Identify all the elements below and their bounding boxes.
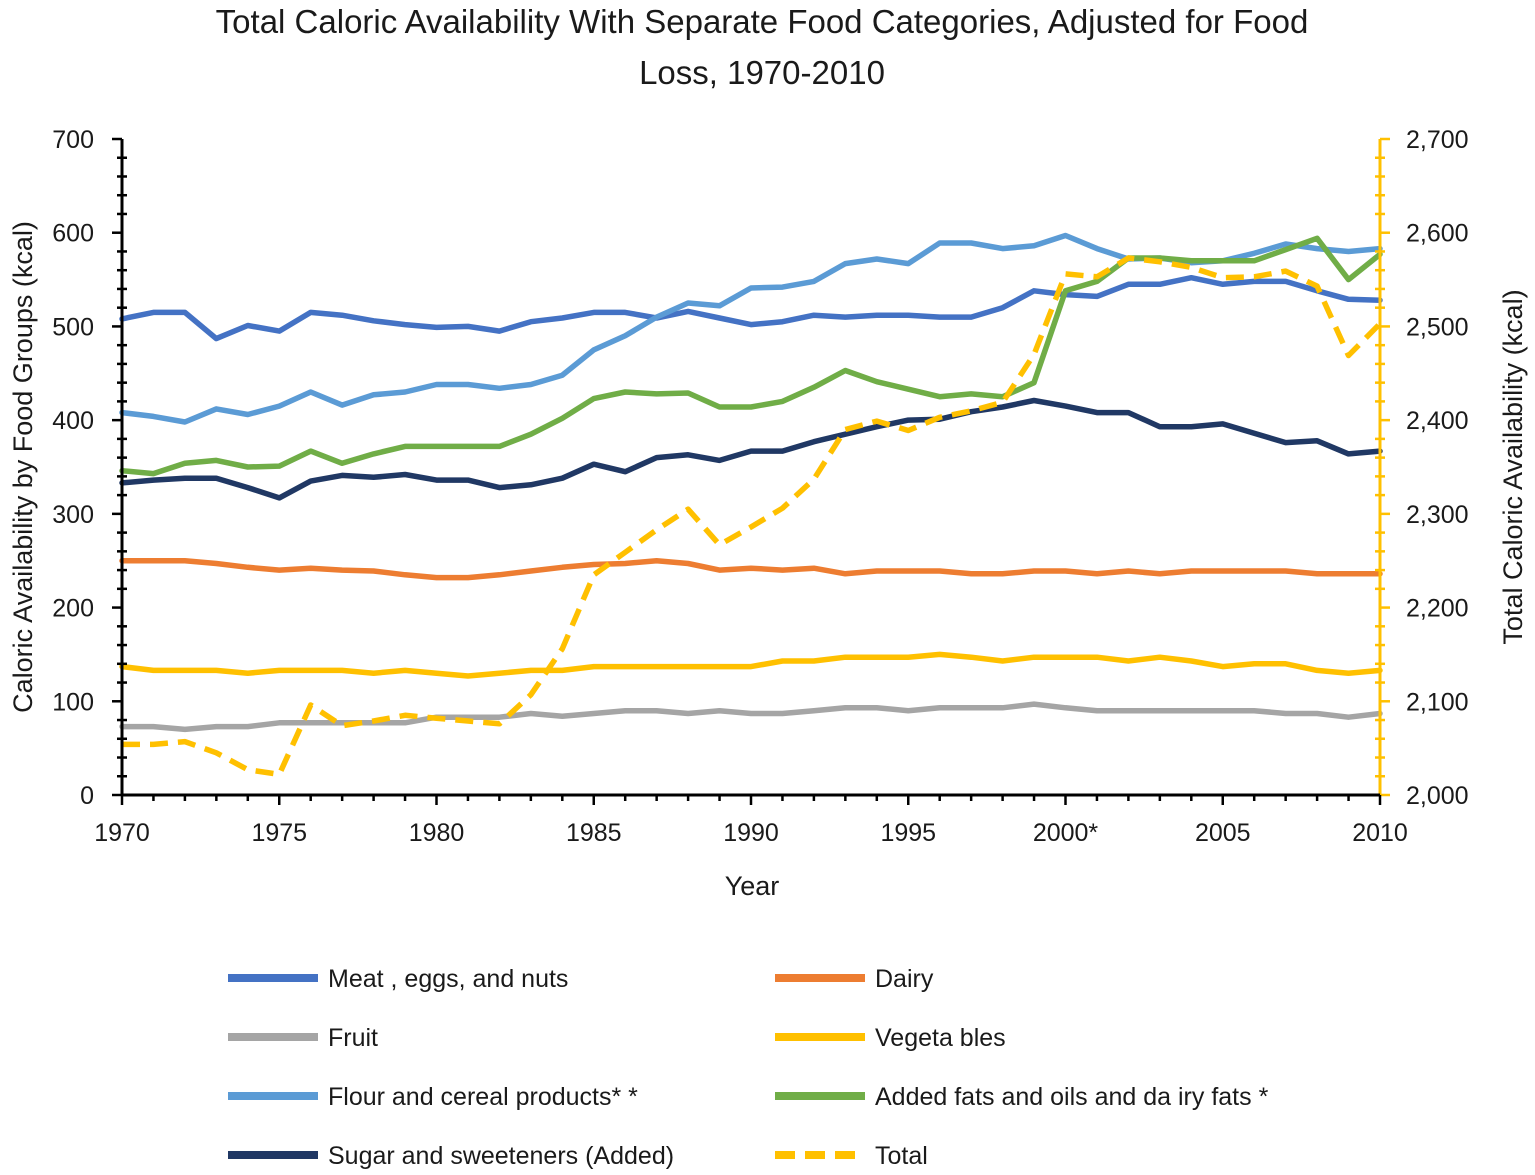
y-left-tick-label: 0 — [80, 782, 94, 810]
legend-label: Dairy — [875, 965, 934, 993]
y-left-tick-label: 100 — [52, 688, 94, 716]
axes-group: 0 100 200 300 400 500 600 700 2,000 2,100 2,200 2,3… — [52, 126, 1468, 847]
legend: Meat , eggs, and nuts Dairy Fruit Vegeta bl… — [228, 965, 1269, 1170]
chart-title-line-1: Total Caloric Availability With Separate… — [216, 3, 1309, 40]
legend-label: Meat , eggs, and nuts — [328, 965, 568, 993]
x-axis-label: Year — [725, 871, 780, 901]
series-line-meat-eggs-and-nuts — [119, 274, 1383, 342]
legend-label: Sugar and sweeteners (Added) — [328, 1142, 674, 1170]
x-tick-label: 2010 — [1352, 819, 1408, 847]
series-line-added-fats-and-oils-and-dairy-fats — [119, 235, 1383, 477]
series-line-sugar-and-sweeteners-added — [119, 397, 1383, 501]
y-right-tick-label: 2,700 — [1406, 126, 1469, 154]
y-left-tick-label: 400 — [52, 407, 94, 435]
y-left-tick-label: 600 — [52, 220, 94, 248]
y-left-tick-label: 300 — [52, 501, 94, 529]
x-tick-label: 2005 — [1195, 819, 1251, 847]
y-left-tick-label: 200 — [52, 595, 94, 623]
y-right-tick-label: 2,200 — [1406, 595, 1469, 623]
legend-label: Flour and cereal products* * — [328, 1083, 638, 1111]
legend-label: Fruit — [328, 1024, 378, 1052]
x-tick-label: 1990 — [723, 819, 779, 847]
series-line-fruit — [119, 701, 1383, 733]
x-tick-label: 1980 — [409, 819, 465, 847]
legend-label: Total — [875, 1142, 928, 1170]
y-right-axis-label: Total Caloric Availability (kcal) — [1498, 289, 1528, 644]
y-left-axis-label: Caloric Availability by Food Groups (kca… — [8, 221, 38, 713]
y-right-tick-label: 2,000 — [1406, 782, 1469, 810]
x-tick-label: 1995 — [880, 819, 936, 847]
x-tick-label: 1970 — [94, 819, 150, 847]
legend-label: Added fats and oils and da iry fats * — [875, 1083, 1269, 1111]
x-tick-label: 1985 — [566, 819, 622, 847]
y-right-tick-label: 2,300 — [1406, 501, 1469, 529]
y-left-tick-label: 500 — [52, 313, 94, 341]
x-tick-label: 1975 — [251, 819, 307, 847]
chart-title-line-2: Loss, 1970-2010 — [639, 54, 885, 91]
series-line-vegetables — [119, 651, 1383, 679]
y-right-tick-label: 2,500 — [1406, 313, 1469, 341]
x-tick-label: 2000* — [1033, 819, 1099, 847]
y-right-tick-label: 2,100 — [1406, 688, 1469, 716]
series-group — [119, 232, 1383, 778]
y-left-tick-label: 700 — [52, 126, 94, 154]
y-right-tick-label: 2,600 — [1406, 220, 1469, 248]
series-line-total — [122, 255, 1382, 778]
legend-label: Vegeta bles — [875, 1024, 1006, 1052]
series-line-dairy — [119, 557, 1383, 581]
y-right-tick-label: 2,400 — [1406, 407, 1469, 435]
